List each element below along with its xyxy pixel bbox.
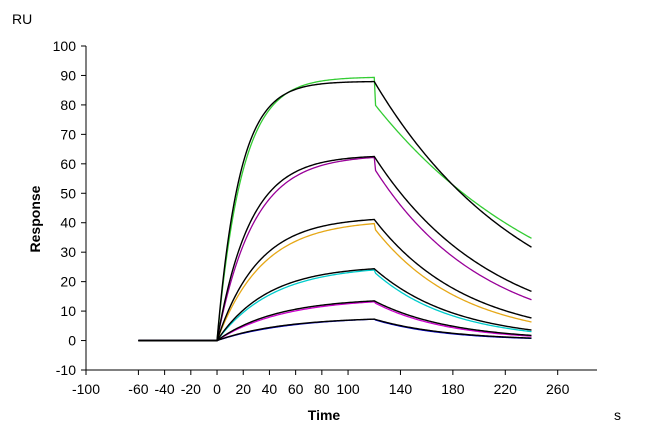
measured-curve-1 — [138, 76, 532, 342]
y-tick-label: 70 — [60, 126, 76, 142]
y-tick-label: 100 — [53, 38, 77, 54]
fit-curve-3 — [138, 218, 532, 342]
y-tick-label: -10 — [56, 362, 76, 378]
x-unit-label: s — [614, 407, 621, 423]
x-tick-label: 180 — [441, 381, 465, 397]
x-tick-label: -20 — [181, 381, 201, 397]
y-tick-label: 30 — [60, 244, 76, 260]
x-tick-label: 40 — [262, 381, 278, 397]
measured-curve-2 — [138, 156, 532, 342]
plot-area — [138, 76, 532, 342]
y-tick-label: 90 — [60, 67, 76, 83]
y-tick-label: 40 — [60, 215, 76, 231]
fit-curve-1 — [138, 80, 532, 342]
x-tick-label: 0 — [213, 381, 221, 397]
y-tick-label: 50 — [60, 185, 76, 201]
x-tick-label: -100 — [72, 381, 100, 397]
x-tick-label: 80 — [314, 381, 330, 397]
measured-curve-3 — [138, 222, 532, 342]
fit-curve-6 — [138, 318, 532, 342]
x-tick-label: -40 — [154, 381, 174, 397]
x-tick-label: 100 — [336, 381, 360, 397]
y-tick-label: 0 — [68, 333, 76, 349]
x-tick-label: 140 — [389, 381, 413, 397]
x-tick-label: -60 — [128, 381, 148, 397]
y-tick-label: 60 — [60, 156, 76, 172]
y-tick-label: 20 — [60, 274, 76, 290]
x-tick-label: 60 — [288, 381, 304, 397]
x-tick-label: 220 — [494, 381, 518, 397]
x-axis-title: Time — [308, 407, 341, 423]
y-tick-label: 10 — [60, 303, 76, 319]
fit-curve-2 — [138, 155, 532, 342]
x-tick-label: 260 — [546, 381, 570, 397]
x-tick-label: 20 — [235, 381, 251, 397]
y-axis-title: Response — [27, 185, 43, 252]
y-unit-label: RU — [12, 11, 32, 27]
y-tick-label: 80 — [60, 97, 76, 113]
